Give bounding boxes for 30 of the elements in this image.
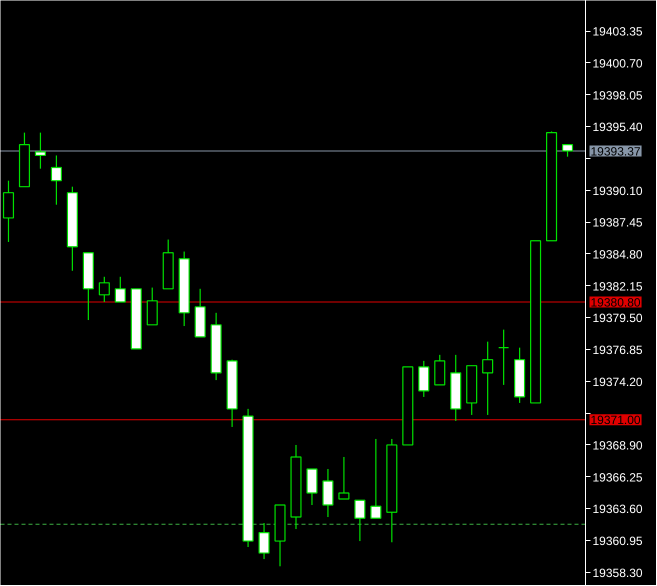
candlestick [98,276,110,303]
ref-line-label: 19393.37 [590,144,641,159]
y-tick-label: 19390.10 [592,184,643,198]
candlestick [370,438,382,519]
candlestick [562,144,574,158]
y-tick-label: 19382.15 [592,279,643,294]
y-tick-label: 19360.95 [592,534,643,548]
y-tick-label: 19398.05 [592,88,643,102]
ref-line-label: 19380.80 [590,296,641,310]
y-tick-label: 19387.45 [592,216,643,230]
candlestick [50,154,62,206]
y-tick-label: 19384.80 [592,247,643,262]
y-tick-label: 19395.40 [592,120,643,134]
candlestick [354,500,366,542]
y-tick-label: 19379.50 [592,311,643,326]
ref-line-label: 19371.00 [590,413,641,428]
y-tick-label: 19376.85 [592,342,643,357]
candlestick [114,276,126,303]
candlestick [482,341,494,416]
candlestick [338,456,350,500]
y-tick-label: 19400.70 [592,56,643,70]
y-tick-label: 19403.35 [592,24,643,39]
y-tick-label: 19358.30 [592,566,643,580]
y-tick-label: 19366.25 [592,470,643,484]
candlestick [498,329,510,386]
candlestick [258,522,270,560]
y-tick-label: 19368.90 [592,438,643,452]
y-tick-label: 19363.60 [592,502,643,516]
y-tick-label: 19374.20 [592,374,643,389]
candlestick [34,132,46,170]
